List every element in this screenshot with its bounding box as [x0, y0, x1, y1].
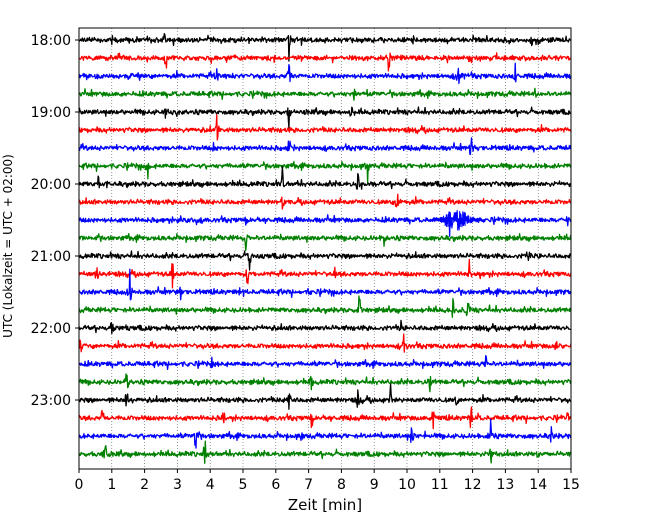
- x-tick-label: 6: [271, 477, 280, 493]
- trace-2000: [78, 165, 572, 190]
- x-axis: 0 1 2 3 4 5 6 7 8 9 10 11 12 13 14 15: [75, 469, 580, 493]
- trace-2215: [78, 333, 572, 353]
- x-tick-label: 15: [562, 477, 580, 493]
- trace-2130: [78, 268, 572, 301]
- trace-1815: [78, 52, 572, 72]
- x-tick-label: 0: [75, 477, 84, 493]
- trace-2045: [78, 232, 572, 252]
- trace-2245: [78, 373, 572, 393]
- x-tick-label: 2: [140, 477, 149, 493]
- y-tick-label: 20:00: [31, 177, 71, 193]
- trace-2015: [78, 193, 572, 210]
- trace-2330: [78, 418, 572, 449]
- x-axis-label: Zeit [min]: [288, 496, 362, 514]
- trace-1915: [78, 114, 572, 141]
- x-tick-label: 4: [206, 477, 215, 493]
- y-tick-label: 19:00: [31, 105, 71, 121]
- trace-1830: [78, 62, 572, 85]
- y-axis-label: UTC (Lokalzeit = UTC + 02:00): [1, 154, 15, 338]
- x-tick-label: 5: [239, 477, 248, 493]
- trace-2030: [78, 211, 572, 237]
- y-tick-label: 23:00: [31, 393, 71, 409]
- plot-frame: [78, 27, 572, 470]
- y-tick-label: 18:00: [31, 33, 71, 49]
- trace-1845: [78, 87, 572, 101]
- trace-1930: [78, 137, 572, 155]
- trace-2300: [78, 383, 572, 410]
- x-tick-label: 11: [431, 477, 449, 493]
- x-tick-label: 3: [173, 477, 182, 493]
- trace-2145: [78, 295, 572, 318]
- x-tick-label: 1: [107, 477, 116, 493]
- trace-1800: [78, 32, 572, 62]
- x-tick-label: 12: [464, 477, 482, 493]
- x-tick-label: 10: [398, 477, 416, 493]
- trace-2315: [78, 406, 572, 430]
- trace-2230: [78, 355, 572, 371]
- trace-1900: [78, 106, 572, 129]
- x-tick-label: 13: [496, 477, 514, 493]
- trace-2115: [78, 258, 572, 289]
- x-tick-label: 8: [337, 477, 346, 493]
- trace-2345: [78, 440, 572, 464]
- x-tick-label: 9: [370, 477, 379, 493]
- trace-2200: [78, 319, 572, 335]
- x-tick-label: 7: [304, 477, 313, 493]
- y-axis: 18:00 19:00 20:00 21:00 22:00 23:00: [31, 33, 79, 409]
- x-tick-label: 14: [529, 477, 547, 493]
- trace-2100: [78, 250, 572, 271]
- traces-layer: [78, 32, 572, 464]
- y-tick-label: 22:00: [31, 321, 71, 337]
- y-tick-label: 21:00: [31, 249, 71, 265]
- trace-1945: [78, 160, 572, 184]
